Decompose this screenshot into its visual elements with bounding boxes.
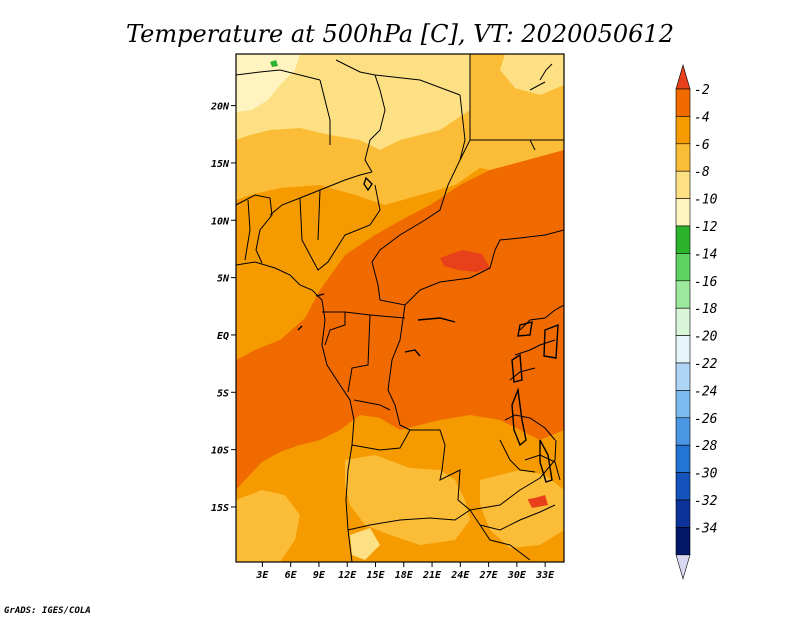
colorbar-label: -2 [694, 83, 710, 98]
y-tick-label: 15S [211, 503, 229, 514]
contour-fill [236, 54, 470, 150]
y-tick-label: 5N [217, 274, 230, 285]
y-tick-label: 10S [211, 446, 229, 457]
colorbar-label: -26 [694, 412, 718, 427]
colorbar-label: -22 [694, 357, 718, 372]
x-tick-label: 21E [422, 570, 442, 581]
chart-title: Temperature at 500hPa [C], VT: 202005061… [126, 20, 674, 48]
colorbar-bin [675, 390, 691, 419]
colorbar: -2 -4 -6 -8 -10 -12 -14 -16 -18 -20 -22 -24 -26 -28 -3… [675, 63, 718, 580]
x-tick-label: 12E [338, 570, 357, 581]
colorbar-label: -18 [694, 302, 718, 317]
y-tick-label: 5S [217, 388, 229, 399]
colorbar-label: -6 [694, 138, 710, 153]
temperature-map [236, 54, 564, 562]
contour-fill [440, 250, 490, 272]
map-frame [235, 53, 565, 563]
colorbar-bin [675, 143, 691, 172]
colorbar-bin [675, 307, 691, 336]
x-tick-label: 30E [507, 570, 527, 581]
x-tick-label: 9E [313, 570, 326, 581]
colorbar-bin [675, 116, 691, 145]
colorbar-label: -16 [694, 275, 718, 290]
colorbar-bin [675, 280, 691, 309]
contour-fill [345, 455, 470, 545]
colorbar-bin [675, 170, 691, 199]
x-tick-label: 33E [535, 570, 555, 581]
colorbar-bin [675, 499, 691, 528]
colorbar-label: -20 [694, 330, 718, 345]
colorbar-label: -34 [694, 521, 717, 536]
colorbar-bin [675, 88, 691, 117]
x-tick-label: 6E [285, 570, 298, 581]
y-tick-label: 10N [211, 216, 230, 227]
contour-fill [500, 54, 564, 95]
colorbar-bin [675, 417, 691, 446]
country-borders [236, 54, 564, 562]
colorbar-bin [675, 362, 691, 391]
lake-outlines [297, 176, 559, 483]
colorbar-bin [675, 253, 691, 282]
y-tick-label: 20N [210, 102, 230, 113]
colorbar-label: -32 [694, 494, 718, 509]
border-segment [527, 496, 545, 501]
colorbar-label: -8 [694, 165, 710, 180]
colorbar-min-triangle [675, 554, 691, 580]
x-tick-label: 27E [479, 570, 499, 581]
contour-fill [236, 490, 300, 562]
colorbar-label: -12 [694, 220, 718, 235]
colorbar-label: -10 [694, 193, 718, 208]
colorbar-label: -4 [694, 110, 710, 125]
colorbar-max-triangle [675, 63, 691, 90]
y-axis-ticks: 20N 15N 10N 5N EQ 5S 10S 15S [210, 102, 236, 514]
contour-fill [528, 495, 548, 508]
x-tick-label: 18E [395, 570, 414, 581]
x-axis-ticks: 3E 6E 9E 12E 15E 18E 21E 24E 27E 30E 33E [255, 562, 555, 581]
colorbar-bin [675, 198, 691, 227]
contour-fill [350, 528, 380, 560]
contour-fill [236, 150, 564, 490]
colorbar-bin [675, 225, 691, 254]
y-tick-label: 15N [211, 159, 230, 170]
x-tick-label: 15E [366, 570, 385, 581]
contour-fill [480, 470, 564, 548]
colorbar-label: -28 [694, 439, 718, 454]
colorbar-bin [675, 335, 691, 364]
colorbar-bin [675, 527, 691, 556]
y-tick-label: EQ [217, 331, 229, 342]
grads-credit: GrADS: IGES/COLA [4, 606, 91, 616]
x-tick-label: 24E [450, 570, 470, 581]
colorbar-bin [675, 444, 691, 473]
colorbar-label: -14 [694, 247, 717, 262]
contour-fill [270, 60, 278, 67]
colorbar-label: -24 [694, 384, 717, 399]
x-tick-label: 3E [255, 570, 269, 581]
colorbar-bin [675, 472, 691, 501]
contour-fill [236, 54, 300, 112]
colorbar-label: -30 [694, 467, 718, 482]
